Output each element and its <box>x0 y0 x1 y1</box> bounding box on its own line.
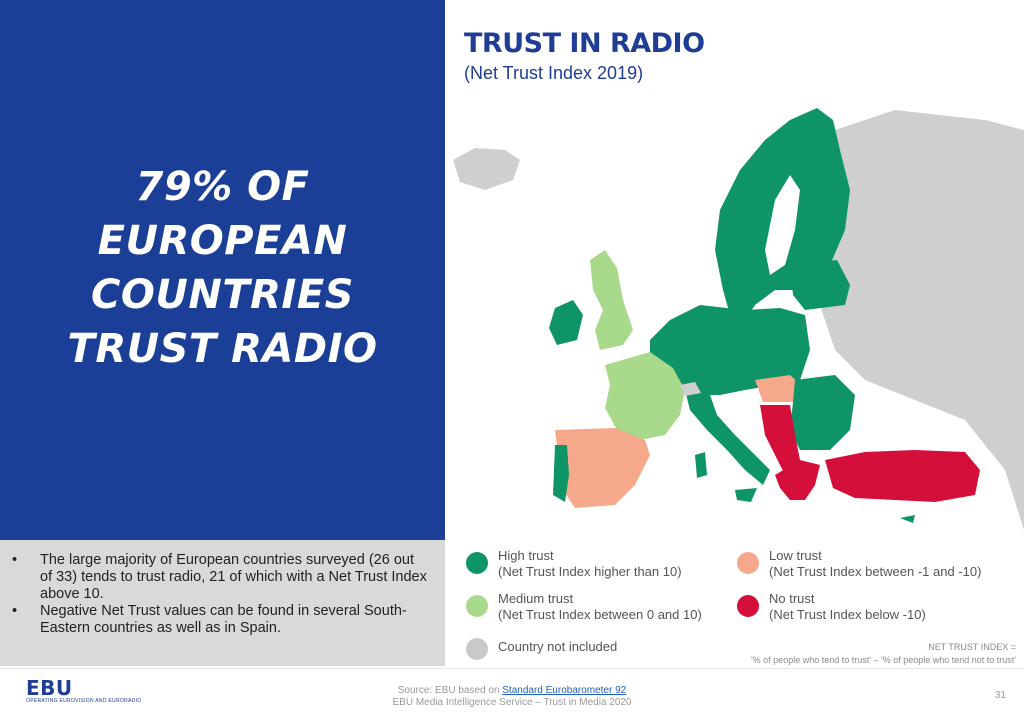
map-romania-bulgaria <box>790 375 855 450</box>
bullet-2: Negative Net Trust values can be found i… <box>12 603 429 637</box>
legend-no-trust: No trust (Net Trust Index below -10) <box>737 591 926 623</box>
headline-line-4: TRUST RADIO <box>67 326 378 372</box>
legend-high-trust-desc: (Net Trust Index higher than 10) <box>498 564 682 579</box>
map-italy <box>685 390 770 485</box>
headline-line-3: COUNTRIES <box>91 272 354 318</box>
map-france <box>605 352 685 440</box>
legend-medium-trust-desc: (Net Trust Index between 0 and 10) <box>498 607 702 622</box>
logo-text: EBU <box>26 676 73 700</box>
legend-low-trust: Low trust (Net Trust Index between -1 an… <box>737 548 981 580</box>
ebu-logo: EBU OPERATING EUROVISION AND EURORADIO <box>26 676 141 704</box>
map-iceland <box>453 148 520 190</box>
map-cyprus <box>900 515 915 523</box>
map-ireland <box>549 300 583 345</box>
legend-not-included: Country not included <box>466 634 617 660</box>
map-switzerland <box>680 382 701 396</box>
map-russia <box>815 110 1024 530</box>
source-line-2: EBU Media Intelligence Service – Trust i… <box>392 697 632 708</box>
net-trust-index-note: NET TRUST INDEX = '% of people who tend … <box>751 641 1016 667</box>
legend-medium-trust-label: Medium trust <box>498 591 574 606</box>
footer-source: Source: EBU based on Standard Eurobarome… <box>0 685 1024 709</box>
headline-panel: 79% OF EUROPEAN COUNTRIES TRUST RADIO <box>0 0 445 540</box>
europe-map <box>453 108 1024 530</box>
bullet-1: The large majority of European countries… <box>12 552 429 603</box>
legend-low-trust-desc: (Net Trust Index between -1 and -10) <box>769 564 982 579</box>
map-spain <box>555 428 650 508</box>
logo-tagline: OPERATING EUROVISION AND EURORADIO <box>26 698 142 704</box>
map-sicily <box>735 488 757 502</box>
source-prefix: Source: EBU based on <box>397 685 503 696</box>
legend-low-trust-label: Low trust <box>769 548 822 563</box>
page-title: TRUST IN RADIO <box>464 28 705 59</box>
footer-divider <box>0 668 1024 669</box>
headline: 79% OF EUROPEAN COUNTRIES TRUST RADIO <box>0 160 445 376</box>
page-number: 31 <box>994 690 1006 701</box>
legend-no-trust-desc: (Net Trust Index below -10) <box>769 607 926 622</box>
legend-no-trust-label: No trust <box>769 591 815 606</box>
legend-medium-trust: Medium trust (Net Trust Index between 0 … <box>466 591 702 623</box>
map-central-europe <box>650 305 810 395</box>
map-portugal <box>553 445 569 502</box>
no-trust-dot-icon <box>737 595 759 617</box>
nti-line-2: '% of people who tend to trust' – '% of … <box>750 655 1016 665</box>
map-baltic-sea <box>765 175 800 275</box>
map-sardinia <box>695 452 707 478</box>
high-trust-dot-icon <box>466 552 488 574</box>
map-uk <box>590 250 633 350</box>
map-baltics <box>790 260 850 310</box>
map-hungary <box>755 375 805 402</box>
headline-line-1: 79% OF <box>135 164 310 210</box>
map-turkey <box>825 450 980 502</box>
bullet-panel: The large majority of European countries… <box>0 540 445 666</box>
page-subtitle: (Net Trust Index 2019) <box>464 63 644 83</box>
not-included-dot-icon <box>466 638 488 660</box>
source-link[interactable]: Standard Eurobarometer 92 <box>502 685 627 696</box>
legend-high-trust-label: High trust <box>498 548 554 563</box>
medium-trust-dot-icon <box>466 595 488 617</box>
map-greece <box>775 460 820 500</box>
low-trust-dot-icon <box>737 552 759 574</box>
map-balkans <box>760 405 800 475</box>
legend-high-trust: High trust (Net Trust Index higher than … <box>466 548 682 580</box>
headline-line-2: EUROPEAN <box>97 218 348 264</box>
nti-line-1: NET TRUST INDEX = <box>928 642 1016 652</box>
legend-not-included-label: Country not included <box>498 639 618 654</box>
